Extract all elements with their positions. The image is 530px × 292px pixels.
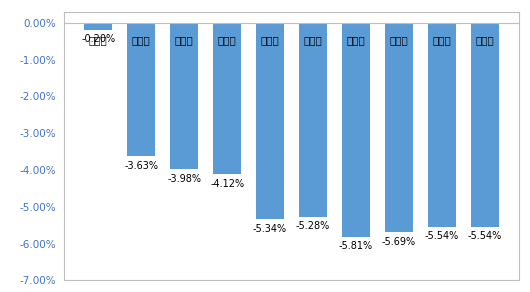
Bar <box>213 23 241 174</box>
Text: -3.98%: -3.98% <box>167 174 201 184</box>
Text: 第三个: 第三个 <box>175 36 193 46</box>
Text: 第一个: 第一个 <box>89 36 108 46</box>
Text: -5.81%: -5.81% <box>339 241 373 251</box>
Text: 第九个: 第九个 <box>432 36 451 46</box>
Text: 第六个: 第六个 <box>304 36 322 46</box>
Bar <box>385 23 413 232</box>
Bar <box>342 23 370 237</box>
Text: -5.28%: -5.28% <box>296 221 330 232</box>
Text: 第四个: 第四个 <box>218 36 236 46</box>
Bar <box>127 23 155 156</box>
Text: -3.63%: -3.63% <box>124 161 158 171</box>
Text: -5.54%: -5.54% <box>425 231 459 241</box>
Bar <box>299 23 327 217</box>
Text: -4.12%: -4.12% <box>210 179 244 189</box>
Text: -5.69%: -5.69% <box>382 237 416 246</box>
Bar <box>428 23 456 227</box>
Text: 第十个: 第十个 <box>475 36 494 46</box>
Text: 第五个: 第五个 <box>261 36 279 46</box>
Text: -5.34%: -5.34% <box>253 224 287 234</box>
Bar <box>170 23 198 169</box>
Text: -0.20%: -0.20% <box>81 34 116 44</box>
Text: 第八个: 第八个 <box>390 36 408 46</box>
Text: -5.54%: -5.54% <box>467 231 502 241</box>
Text: 第二个: 第二个 <box>132 36 151 46</box>
Bar <box>256 23 284 219</box>
Bar <box>84 23 112 30</box>
Bar <box>471 23 499 227</box>
Text: 第七个: 第七个 <box>347 36 365 46</box>
